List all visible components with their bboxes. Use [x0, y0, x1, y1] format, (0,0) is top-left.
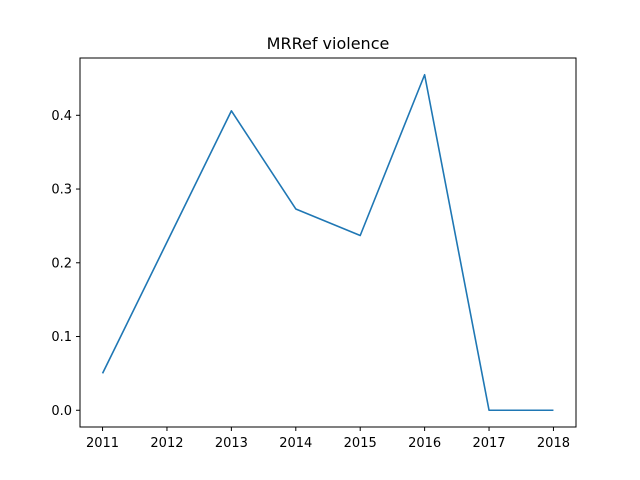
x-tick-label: 2018 [537, 436, 570, 451]
y-tick-label: 0.0 [51, 404, 72, 419]
y-tick-label: 0.4 [51, 109, 72, 124]
series-line [101, 73, 554, 412]
x-tick-label: 2014 [279, 436, 312, 451]
x-tick-label: 2017 [472, 436, 505, 451]
x-axis-ticks: 2011 2012 2013 2014 2015 2016 2017 2018 [86, 427, 570, 451]
y-tick-label: 0.3 [51, 183, 72, 198]
plot-area-frame [79, 57, 577, 428]
x-tick-label: 2015 [344, 436, 377, 451]
x-tick-label: 2013 [215, 436, 248, 451]
x-tick-label: 2011 [86, 436, 119, 451]
y-tick-label: 0.2 [51, 256, 72, 271]
series-layer [101, 73, 554, 412]
chart-title: MRRef violence [267, 34, 390, 53]
y-tick-label: 0.1 [51, 330, 72, 345]
x-tick-label: 2012 [150, 436, 183, 451]
x-tick-label: 2016 [408, 436, 441, 451]
y-axis-ticks: 0.0 0.1 0.2 0.3 0.4 [51, 109, 80, 419]
